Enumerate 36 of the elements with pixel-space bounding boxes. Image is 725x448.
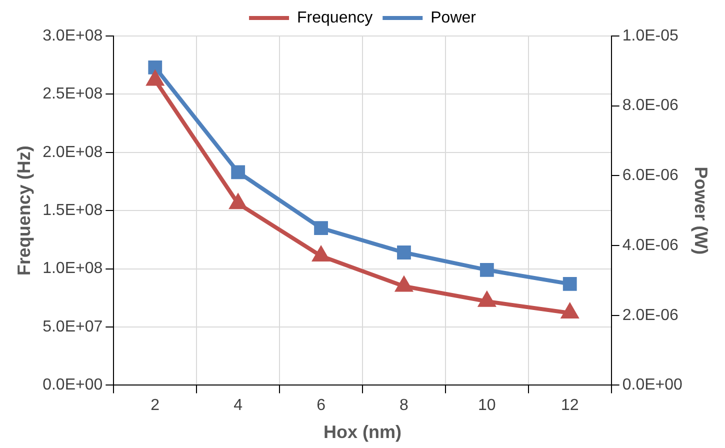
x-tick-label: 6 [316, 397, 326, 414]
point [397, 246, 411, 260]
y-tick-label: 2.0E+08 [42, 144, 103, 161]
x-tick-label: 4 [234, 397, 243, 414]
y2-tick-label: 0.0E+00 [622, 376, 682, 394]
legend-label: Frequency [297, 9, 373, 26]
point [562, 304, 578, 319]
legend-label: Power [430, 9, 477, 26]
y2-axis-title: Power (W) [691, 166, 712, 255]
x-tick-label: 2 [150, 397, 160, 414]
point [148, 60, 162, 74]
y2-tick-label: 1.0E-05 [622, 27, 678, 44]
x-axis-title: Hox (nm) [324, 422, 402, 442]
point [396, 277, 412, 292]
y2-tick-label: 4.0E-06 [622, 236, 678, 254]
x-tick-label: 12 [560, 397, 579, 414]
y2-tick-label: 6.0E-06 [622, 167, 678, 184]
point [312, 246, 330, 262]
x-tick-label: 8 [400, 397, 409, 414]
y-tick-label: 1.5E+08 [42, 202, 103, 220]
y-tick-label: 3.0E+08 [42, 27, 103, 44]
point [231, 165, 246, 180]
point [478, 292, 495, 307]
y-tick-label: 2.5E+08 [42, 86, 103, 103]
point [314, 221, 328, 236]
point [480, 263, 494, 277]
y-tick-label: 1.0E+08 [42, 260, 103, 278]
point [230, 194, 246, 210]
y2-tick-label: 8.0E-06 [622, 97, 678, 114]
y-tick-label: 5.0E+07 [42, 318, 103, 336]
x-tick-label: 10 [478, 397, 496, 414]
y-axis-title: Frequency (Hz) [14, 146, 34, 276]
y2-tick-label: 2.0E-06 [622, 306, 678, 324]
point [147, 71, 164, 86]
y-tick-label: 0.0E+00 [42, 376, 103, 394]
point [562, 276, 577, 291]
